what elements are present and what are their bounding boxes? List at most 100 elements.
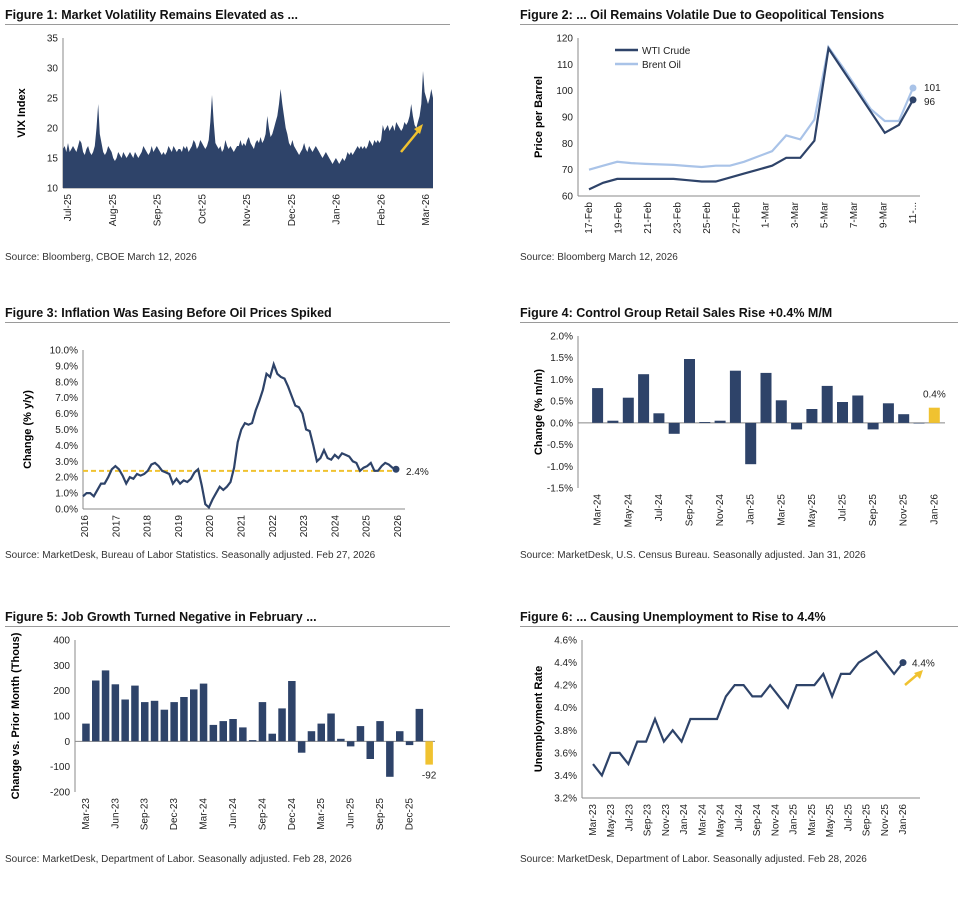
payroll-bar [121,699,129,742]
retail-sales-bar [668,422,680,434]
x-tick-label: 2024 [330,515,341,538]
payroll-bar [209,724,218,742]
payroll-bar [131,685,139,742]
payroll-bar [278,708,286,742]
retail-sales-bar [791,422,803,430]
x-tick-label: Sep-24 [752,804,763,837]
figure-1-chart: VIX Index 10 15 20 25 30 35 Jul-25 Aug-25 Sep-25 O… [16,34,433,227]
x-tick-label: Jun-24 [228,798,239,829]
y-tick-label: 0.0% [55,505,78,516]
x-tick-label: Sep-25 [862,804,873,837]
x-tick-label: 7-Mar [849,201,860,228]
payroll-bar [346,741,355,747]
figure-4-title: Figure 4: Control Group Retail Sales Ris… [520,306,833,320]
y-tick-label: 15 [47,154,59,165]
x-tick-label: Jan-26 [332,194,343,225]
x-tick-label: Nov-25 [242,194,253,227]
y-tick-label: 110 [557,60,573,71]
x-tick-label: Nov-24 [715,494,726,527]
x-tick-label: Sep-24 [684,494,695,527]
retail-sales-bar [638,374,650,423]
x-tick-label: Mar-23 [81,798,92,830]
figure-1-rule [5,24,450,25]
trend-arrow-line [904,673,919,686]
y-tick-label: 10 [47,184,59,195]
payroll-bar [297,741,306,753]
last-bar-label: 0.4% [923,390,946,401]
y-tick-label: 4.4% [554,658,577,669]
figure-3-chart: Change (% y/y) 0.0% 1.0% 2.0% 3.0% 4.0% 5.0% 6.… [22,346,429,538]
y-tick-label: 7.0% [55,393,78,404]
y-tick-label: 4.2% [554,681,577,692]
x-tick-label: May-24 [623,494,634,528]
y-tick-label: 120 [556,34,573,45]
figure-2-chart: Price per Barrel 60 70 80 90 100 110 120 101 96 WT… [533,34,941,234]
brent-oil-line [588,44,915,171]
x-tick-label: Sep-23 [643,804,654,837]
payroll-bar [170,702,178,742]
y-tick-label: 1.0% [55,489,78,500]
retail-sales-bar [592,388,604,423]
payroll-bar [337,738,345,742]
payroll-bar [405,741,414,746]
x-tick-label: Mar-24 [697,804,708,836]
figure-2-rule [520,24,958,25]
payroll-bar [327,713,335,742]
y-tick-label: 200 [53,686,70,697]
y-tick-label: 1.5% [550,353,573,364]
payroll-bar [190,689,198,742]
retail-sales-bar [821,385,833,423]
payroll-bar [229,719,237,742]
payroll-bar [141,702,149,742]
x-tick-label: 2019 [174,515,185,538]
x-tick-label: Sep-24 [257,798,268,831]
y-tick-label: 3.4% [554,771,577,782]
x-tick-label: Mar-25 [807,804,818,836]
payroll-bar [386,741,394,777]
y-tick-label: 2.0% [550,332,573,343]
payroll-bar [160,709,169,742]
y-tick-label: 5.0% [55,425,78,436]
x-tick-label: 2023 [299,515,310,538]
wti-crude-line [588,45,914,191]
retail-sales-bar [760,372,772,423]
x-tick-label: Dec-25 [404,798,415,831]
payroll-bar [415,708,424,742]
x-tick-label: Mar-25 [316,798,327,830]
y-tick-label: 3.6% [554,748,577,759]
retail-sales-bar [898,414,910,423]
x-tick-label: Jul-25 [843,804,854,832]
y-tick-label: 70 [562,165,574,176]
x-tick-label: 2017 [111,515,122,538]
brent-end-marker [909,84,917,92]
x-tick-label: 2020 [205,515,216,538]
x-tick-label: May-25 [825,804,836,838]
retail-sales-bar [837,402,848,423]
y-tick-label: -1.0% [547,462,573,473]
x-tick-label: 1-Mar [761,201,772,228]
x-tick-label: Jan-26 [898,804,909,835]
x-tick-label: Dec-25 [287,194,298,227]
y-tick-label: -1.5% [547,484,573,495]
payroll-bar [92,680,100,742]
retail-sales-bar [684,359,695,423]
x-tick-label: 3-Mar [790,201,801,228]
y-axis-label: Change (% y/y) [22,390,34,469]
y-tick-label: 0.0% [550,418,573,429]
x-tick-label: Jan-25 [746,494,757,525]
trend-arrow-head [914,670,923,679]
x-tick-label: May-23 [606,804,617,838]
retail-sales-bar [867,422,879,430]
figure-1-panel: Figure 1: Market Volatility Remains Elev… [5,8,450,263]
y-tick-label: 0 [64,737,70,748]
x-tick-label: Jul-25 [838,494,849,522]
y-tick-label: 100 [53,712,70,723]
y-tick-label: 400 [53,636,70,647]
retail-sales-bar [653,413,665,423]
x-tick-label: 9-Mar [879,201,890,228]
retail-sales-bar [775,400,787,423]
payroll-bar [356,726,365,742]
x-tick-label: 11-... [908,202,919,224]
x-tick-label: 23-Feb [672,202,683,234]
figure-6-title: Figure 6: ... Causing Unemployment to Ri… [520,610,826,624]
